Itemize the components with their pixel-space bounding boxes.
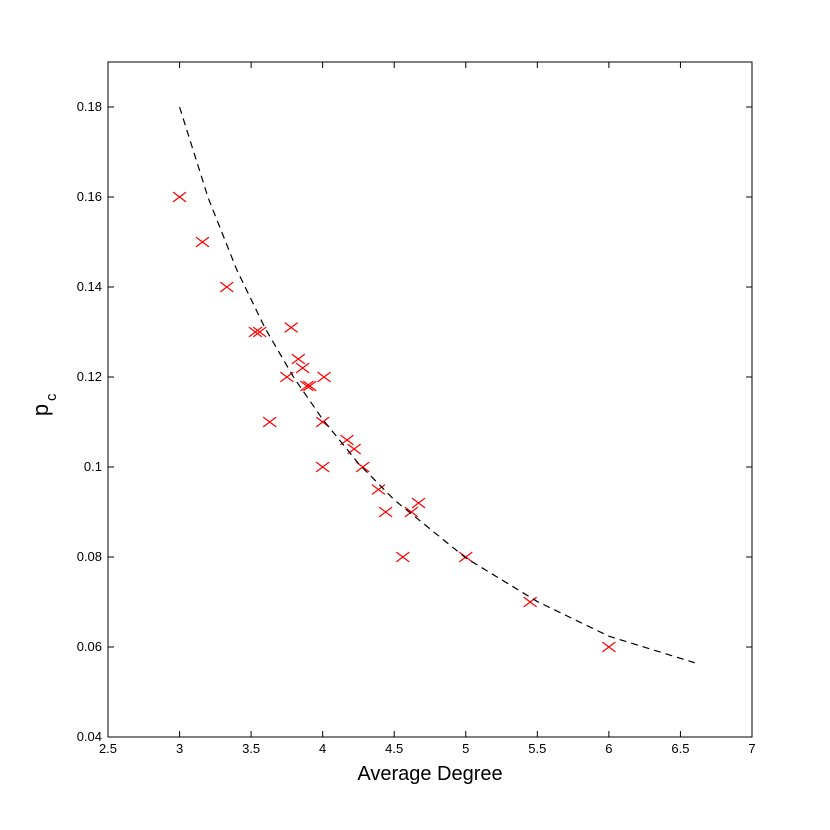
y-tick-label: 0.1 [84,459,102,474]
data-point [252,326,267,338]
y-tick-label: 0.18 [77,99,102,114]
data-point [458,551,473,563]
data-point [291,353,306,365]
x-tick-label: 7 [748,741,755,756]
data-point [315,461,330,473]
y-axis-label-group: p c [28,393,60,416]
data-point [195,236,210,248]
x-tick-label: 2.5 [99,741,117,756]
plot-frame [107,61,753,738]
data-point [300,380,314,392]
data-point [172,191,187,203]
x-tick-label: 6 [605,741,612,756]
data-point [302,380,317,392]
x-axis-label: Average Degree [357,763,502,785]
x-tick-label: 4.5 [385,741,403,756]
data-point [248,326,263,338]
data-point [404,506,419,518]
x-tick-label: 3 [176,741,183,756]
data-point [395,551,410,563]
x-tick-label: 6.5 [671,741,689,756]
y-axis-label-subscript: c [43,393,60,401]
data-point [295,362,310,374]
data-point [284,322,299,333]
y-tick-label: 0.12 [77,369,102,384]
data-point [411,497,426,509]
x-tick-label: 3.5 [242,741,260,756]
data-point [219,281,234,293]
x-tick-label: 4 [319,741,326,756]
y-tick-label: 0.08 [77,549,102,564]
data-point [523,596,538,608]
y-axis-label: p [28,404,53,416]
y-tick-label: 0.06 [77,639,102,654]
data-point [262,416,277,428]
x-tick-label: 5.5 [528,741,546,756]
data-point [371,484,386,495]
x-tick-label: 5 [462,741,469,756]
y-tick-label: 0.16 [77,189,102,204]
data-point [317,371,331,383]
y-tick-label: 0.14 [77,279,102,294]
data-point [378,506,393,518]
data-point [602,641,616,653]
fit-curve [178,106,695,664]
y-tick-label: 0.04 [77,729,102,744]
